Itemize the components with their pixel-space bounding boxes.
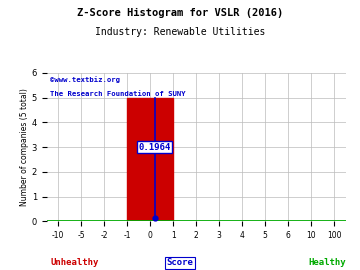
Bar xyxy=(127,98,173,221)
Text: Healthy: Healthy xyxy=(308,258,346,267)
Text: 0.1964: 0.1964 xyxy=(139,143,171,152)
Text: Score: Score xyxy=(167,258,193,267)
Y-axis label: Number of companies (5 total): Number of companies (5 total) xyxy=(20,88,29,206)
Text: Unhealthy: Unhealthy xyxy=(50,258,99,267)
Text: Industry: Renewable Utilities: Industry: Renewable Utilities xyxy=(95,27,265,37)
Text: The Research Foundation of SUNY: The Research Foundation of SUNY xyxy=(50,91,185,97)
Text: Z-Score Histogram for VSLR (2016): Z-Score Histogram for VSLR (2016) xyxy=(77,8,283,18)
Text: ©www.textbiz.org: ©www.textbiz.org xyxy=(50,76,120,83)
